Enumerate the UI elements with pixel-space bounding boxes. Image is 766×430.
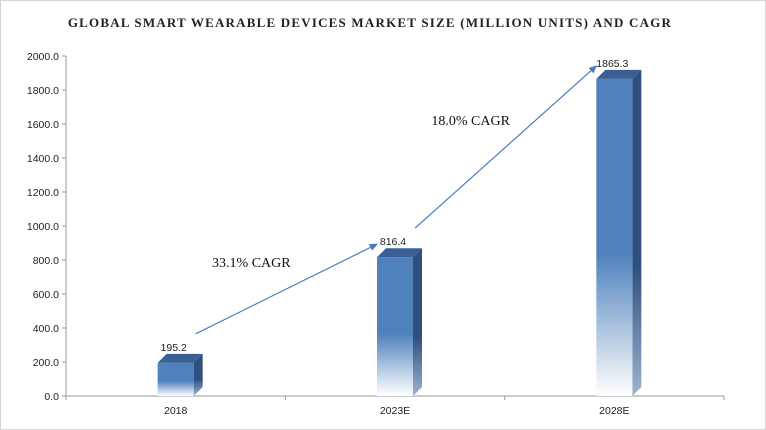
bar-side-face bbox=[632, 69, 642, 397]
bar-2018 bbox=[157, 353, 203, 396]
y-tick-label: 400.0 bbox=[33, 323, 59, 335]
x-tick-label: 2023E bbox=[380, 405, 410, 417]
bar-top-face bbox=[596, 69, 642, 79]
bar-2028e bbox=[596, 69, 642, 397]
cagr-label: 18.0% CAGR bbox=[431, 114, 510, 129]
y-tick-label: 1000.0 bbox=[27, 221, 59, 233]
data-label: 1865.3 bbox=[596, 58, 628, 70]
cagr-arrow bbox=[195, 243, 379, 335]
x-tick-label: 2028E bbox=[599, 405, 629, 417]
cagr-label: 33.1% CAGR bbox=[212, 256, 291, 271]
y-tick-label: 200.0 bbox=[33, 357, 59, 369]
y-tick-label: 800.0 bbox=[33, 255, 59, 267]
x-axis: 2018 2023E 2028E bbox=[65, 395, 725, 417]
cagr-arrow bbox=[414, 65, 598, 229]
bar-front-face bbox=[377, 257, 413, 396]
y-axis: 0.0 200.0 400.0 600.0 800.0 1000.0 1200.0 1400.… bbox=[27, 51, 67, 403]
data-label: 195.2 bbox=[161, 342, 187, 354]
y-tick-label: 600.0 bbox=[33, 289, 59, 301]
bar-side-face bbox=[193, 353, 203, 396]
y-tick-label: 1800.0 bbox=[27, 85, 59, 97]
y-tick-label: 2000.0 bbox=[27, 51, 59, 63]
bar-front-face bbox=[596, 78, 633, 397]
data-labels: 195.2 816.4 1865.3 bbox=[161, 58, 629, 354]
cagr-annotations: 33.1% CAGR 18.0% CAGR bbox=[195, 65, 598, 335]
x-tick-label: 2018 bbox=[164, 405, 188, 417]
bars bbox=[157, 69, 642, 397]
bar-top-face bbox=[377, 248, 422, 258]
bar-top-face bbox=[157, 353, 203, 363]
bar-front-face bbox=[157, 362, 194, 396]
y-tick-label: 1600.0 bbox=[27, 119, 59, 131]
data-label: 816.4 bbox=[380, 236, 406, 248]
bar-side-face bbox=[413, 248, 422, 396]
y-tick-label: 0.0 bbox=[44, 391, 59, 403]
y-tick-label: 1200.0 bbox=[27, 187, 59, 199]
y-tick-label: 1400.0 bbox=[27, 153, 59, 165]
chart-title: GLOBAL SMART WEARABLE DEVICES MARKET SIZ… bbox=[68, 15, 672, 30]
bar-2023e bbox=[377, 248, 422, 396]
